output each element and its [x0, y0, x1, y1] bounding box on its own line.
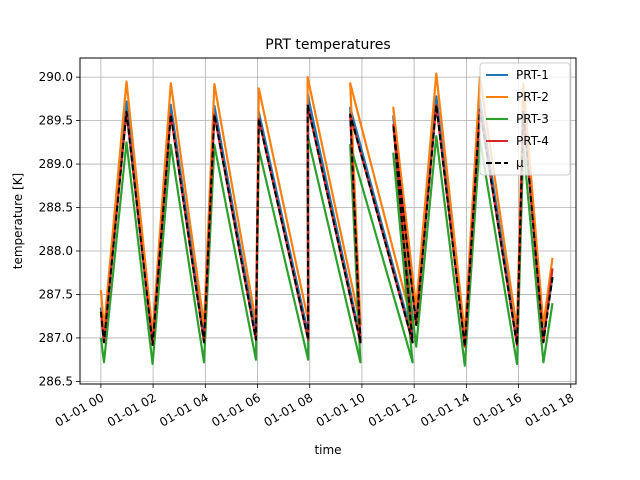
x-tick-label: 01-01 14	[418, 390, 472, 429]
legend-box	[479, 62, 571, 176]
x-tick-label: 01-01 18	[523, 390, 577, 429]
chart-title: PRT temperatures	[265, 37, 390, 53]
plot-frame	[79, 57, 577, 385]
y-tick-label: 288.5	[39, 201, 73, 215]
x-tick-label: 01-01 16	[470, 390, 524, 429]
legend-label-3: PRT-4	[516, 134, 549, 148]
y-tick-label: 287.5	[39, 287, 73, 301]
x-tick-label: 01-01 02	[105, 390, 159, 429]
y-axis-label: temperature [K]	[11, 173, 25, 269]
grid	[80, 58, 576, 384]
x-tick-label: 01-01 06	[209, 390, 263, 429]
legend-label-0: PRT-1	[516, 68, 549, 82]
x-axis-label: time	[314, 443, 341, 457]
x-tick-label: 01-01 04	[157, 390, 211, 429]
x-tick-label: 01-01 08	[262, 390, 316, 429]
y-tick-label: 290.0	[39, 70, 73, 84]
y-axis: 286.5 287.0 287.5 288.0 288.5 289.0 289.5 290.0	[39, 70, 80, 388]
y-tick-label: 286.5	[39, 374, 73, 388]
y-tick-label: 287.0	[39, 331, 73, 345]
x-tick-label: 01-01 10	[314, 390, 368, 429]
legend-label-4: μ	[516, 156, 524, 170]
x-tick-label: 01-01 00	[53, 390, 107, 429]
series-line-4	[99, 103, 554, 348]
series-layer	[99, 72, 554, 367]
y-tick-label: 289.0	[39, 157, 73, 171]
legend-label-1: PRT-2	[516, 90, 549, 104]
y-tick-label: 288.0	[39, 244, 73, 258]
series-line-2	[99, 135, 554, 367]
y-tick-label: 289.5	[39, 114, 73, 128]
legend: PRT-1 PRT-2 PRT-3 PRT-4 μ	[479, 62, 571, 176]
legend-label-2: PRT-3	[516, 112, 549, 126]
x-tick-label: 01-01 12	[366, 390, 420, 429]
